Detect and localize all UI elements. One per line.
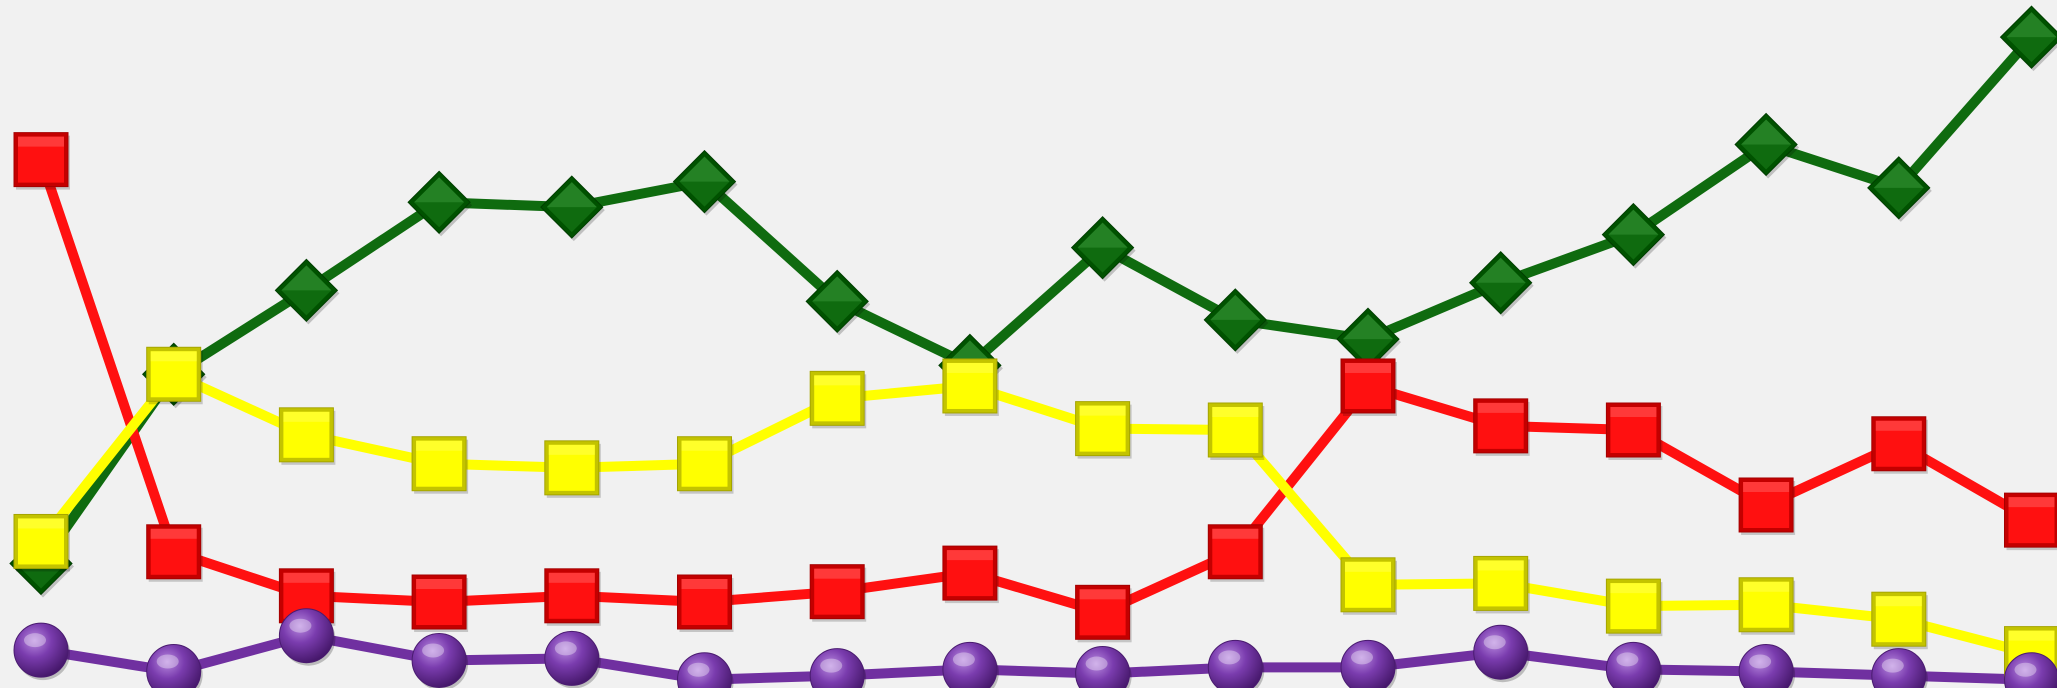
series-lines — [36, 32, 2037, 685]
data-point — [1871, 591, 1928, 650]
data-point — [672, 149, 738, 216]
data-point — [1734, 112, 1800, 179]
series-line-3 — [36, 369, 2037, 659]
data-point — [1340, 557, 1397, 615]
data-point — [1999, 5, 2057, 72]
series-line-1 — [36, 32, 2037, 569]
data-point — [1605, 578, 1663, 637]
data-point — [1207, 402, 1265, 460]
data-point — [544, 440, 601, 498]
data-point — [2004, 652, 2057, 688]
data-point — [677, 436, 734, 494]
data-point — [1207, 524, 1265, 582]
data-point — [1738, 577, 1796, 635]
data-point — [278, 608, 336, 666]
data-point — [1738, 643, 1796, 688]
data-point — [1070, 215, 1136, 282]
data-point — [13, 132, 70, 190]
data-point — [1473, 398, 1530, 456]
data-point — [1075, 584, 1132, 643]
data-point — [1207, 639, 1265, 688]
data-point — [274, 258, 340, 325]
data-point — [407, 170, 473, 237]
data-point — [805, 269, 871, 336]
data-point — [677, 652, 734, 688]
data-point — [146, 643, 203, 688]
data-point — [1601, 202, 1667, 269]
series-line-4 — [36, 630, 2037, 685]
data-point — [809, 370, 867, 429]
data-point — [1203, 288, 1269, 354]
data-point — [1336, 307, 1401, 374]
data-point — [1871, 416, 1928, 474]
data-point — [809, 648, 867, 688]
data-point — [411, 574, 469, 632]
data-point — [1738, 477, 1796, 535]
data-point — [278, 407, 336, 465]
data-point — [2004, 492, 2057, 551]
data-point — [809, 564, 867, 622]
data-point — [1473, 624, 1530, 683]
data-point — [411, 632, 469, 688]
series-line-2 — [36, 154, 2037, 618]
data-point — [1867, 156, 1932, 222]
data-point — [677, 574, 734, 632]
data-point — [1605, 402, 1663, 460]
data-point — [13, 513, 70, 572]
data-point — [1468, 251, 1534, 317]
data-point — [544, 630, 601, 688]
data-point — [1473, 555, 1530, 614]
data-point — [1340, 639, 1397, 688]
data-point — [1340, 358, 1397, 416]
data-point — [1605, 641, 1663, 688]
data-point — [1075, 401, 1132, 459]
data-point — [411, 436, 469, 494]
data-point — [540, 175, 605, 242]
data-point — [942, 545, 999, 604]
data-point — [942, 641, 999, 688]
data-point — [544, 568, 601, 626]
data-point — [146, 346, 203, 405]
data-point — [278, 568, 336, 626]
data-point — [13, 622, 70, 681]
series-markers — [9, 5, 2057, 688]
series-markers-3 — [13, 346, 2057, 684]
data-point — [146, 524, 203, 582]
data-point — [942, 358, 999, 416]
series-markers-4 — [13, 608, 2057, 688]
series-markers-2 — [13, 132, 2057, 643]
data-point — [1871, 648, 1928, 688]
data-point — [1075, 646, 1132, 688]
